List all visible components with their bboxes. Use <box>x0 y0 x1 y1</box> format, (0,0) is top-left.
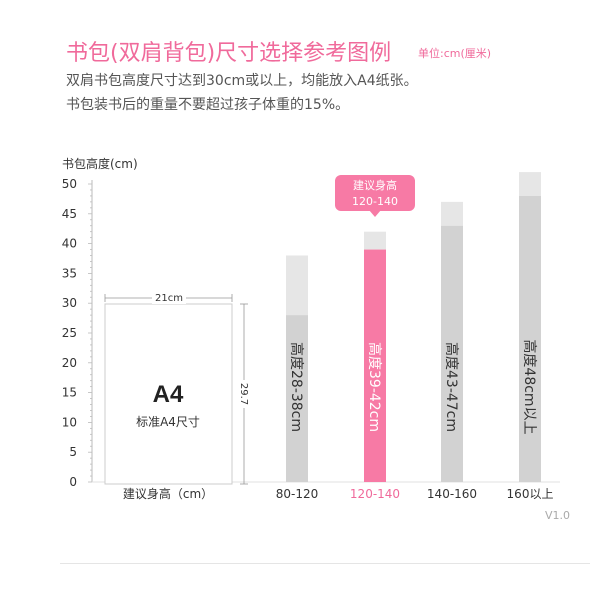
y-tick-label: 50 <box>62 177 77 191</box>
x-tick-label: 140-160 <box>427 487 477 501</box>
y-tick-label: 20 <box>62 356 77 370</box>
bar-base <box>286 315 308 482</box>
version-label: V1.0 <box>545 509 570 522</box>
a4-width-label: 21cm <box>155 293 183 304</box>
unit-note: 单位:cm(厘米) <box>418 47 492 60</box>
a4-height-label-bg <box>238 380 250 408</box>
callout-title: 建议身高 <box>353 178 397 192</box>
y-tick-label: 0 <box>69 475 77 489</box>
y-tick-label: 15 <box>62 386 77 400</box>
y-tick-label: 30 <box>62 296 77 310</box>
bar-base <box>519 195 541 483</box>
y-tick-label: 10 <box>62 415 77 429</box>
x-tick-label: 80-120 <box>276 487 319 501</box>
a4-caption: 标准A4尺寸 <box>136 415 200 429</box>
x-tick-label: 120-140 <box>350 487 400 501</box>
y-tick-label: 5 <box>69 445 77 459</box>
callout: 建议身高 120-140 <box>335 175 415 217</box>
bar-range-top <box>519 172 541 196</box>
bar-label: 高度43-47cm <box>443 342 460 432</box>
bar-range-top <box>364 231 386 250</box>
bar-base <box>364 249 386 482</box>
a4-width-label-bg <box>152 292 186 304</box>
callout-bubble <box>335 175 415 211</box>
y-tick-label: 40 <box>62 237 77 251</box>
bar-range-top <box>441 201 463 226</box>
bars: 高度28-38cm 高度39-42cm 高度43-47cm 高度48cm以上 <box>286 172 541 483</box>
a4-name: A4 <box>153 381 184 408</box>
a4-reference: 21cm 29.7 A4 标准A4尺寸 <box>104 292 250 485</box>
page-title: 书包(双肩背包)尺寸选择参考图例 <box>66 41 392 66</box>
y-axis-title: 书包高度(cm) <box>62 156 138 171</box>
bar-range-top <box>286 255 308 316</box>
y-tick-label: 25 <box>62 326 77 340</box>
bar-label: 高度39-42cm <box>366 342 383 432</box>
bar-base <box>441 225 463 482</box>
x-axis: 建议身高（cm） 80-120 120-140 140-160 160以上 <box>123 486 554 501</box>
bar-label: 高度48cm以上 <box>521 339 538 434</box>
a4-sheet <box>104 303 233 485</box>
intro-line-1: 双肩书包高度尺寸达到30cm或以上，均能放入A4纸张。 <box>66 73 418 89</box>
footer-divider <box>60 563 590 564</box>
a4-height-label: 29.7 <box>238 383 249 405</box>
callout-range: 120-140 <box>352 195 398 208</box>
y-tick-label: 45 <box>62 207 77 221</box>
y-tick-label: 35 <box>62 266 77 280</box>
intro-line-2: 书包装书后的重量不要超过孩子体重的15%。 <box>66 97 350 113</box>
x-axis-title: 建议身高（cm） <box>123 486 213 501</box>
y-axis: 0 5 10 15 20 25 30 35 40 45 50 <box>62 177 560 489</box>
x-tick-label: 160以上 <box>507 487 554 501</box>
callout-pointer <box>369 210 381 217</box>
bar-label: 高度28-38cm <box>288 342 305 432</box>
